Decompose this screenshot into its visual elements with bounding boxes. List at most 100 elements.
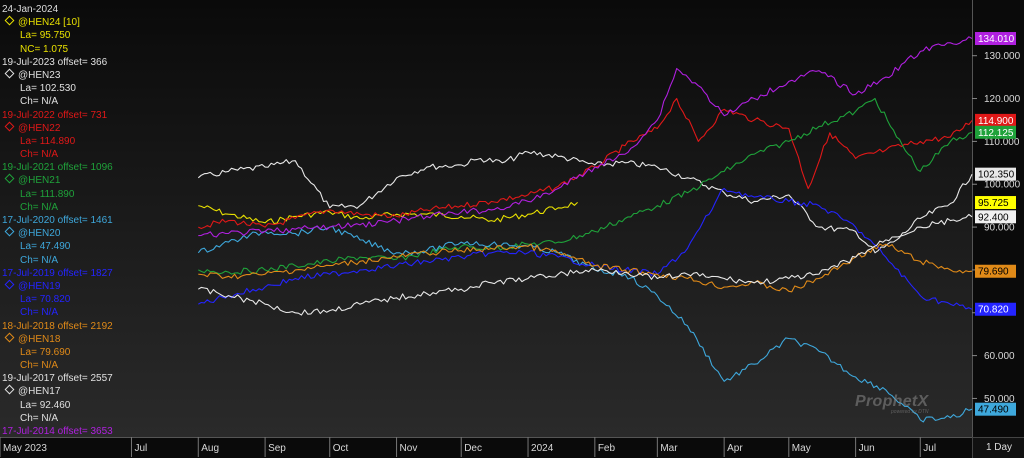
y-tick-label: 100.000 [984, 180, 1021, 191]
legend-label: @HEN24 [10] [18, 17, 80, 29]
legend-label: Ch= N/A [20, 412, 59, 424]
legend-entry[interactable]: @HEN18 [2, 332, 158, 346]
legend-entry[interactable]: @HEN19 [2, 279, 158, 293]
x-tick-label: May 2023 [3, 443, 47, 454]
legend-label: Ch= N/A [20, 360, 59, 372]
legend-entry: Ch= N/A [2, 412, 158, 425]
x-tick-label: Sep [268, 443, 286, 454]
legend-entry[interactable]: @HEN20 [2, 226, 158, 240]
badge-value: 95.725 [978, 198, 1009, 209]
series-line[interactable] [198, 187, 973, 310]
legend-label: @HEN17 [18, 386, 61, 398]
series-line[interactable] [198, 243, 973, 293]
legend-entry: La= 114.890 [2, 135, 158, 148]
legend-entry[interactable]: @HEN17 [2, 384, 158, 398]
legend-label: La= 79.690 [20, 346, 71, 358]
legend-label: @HEN22 [18, 122, 61, 134]
logo-tagline: powered by DTN [891, 409, 929, 415]
last-value-badge: 114.900 [975, 113, 1016, 127]
legend-label: 17-Jul-2020 offset= 1461 [2, 215, 113, 226]
legend-date: 24-Jan-2024 [2, 4, 59, 15]
x-tick-label: Feb [598, 443, 616, 454]
x-tick-label: Jul [923, 443, 936, 454]
legend-label: 17-Jul-2014 offset= 3653 [2, 426, 113, 437]
legend-entry: 17-Jul-2014 offset= 3653 [2, 425, 158, 438]
badge-bg [975, 402, 1016, 416]
x-tick-label: Jun [859, 443, 875, 454]
series-line[interactable] [197, 225, 973, 423]
legend-label: @HEN18 [18, 333, 61, 345]
badge-bg [975, 32, 1016, 46]
legend-entry: La= 92.460 [2, 399, 158, 412]
legend-label: NC= 1.075 [20, 43, 69, 55]
badge-bg [975, 264, 1016, 278]
x-tick-label: Aug [201, 443, 219, 454]
diamond-icon [4, 15, 15, 26]
legend-entry: Ch= N/A [2, 306, 158, 319]
x-tick-label: Oct [333, 443, 349, 454]
legend-entry[interactable]: @HEN23 [2, 68, 158, 82]
diamond-icon [4, 332, 15, 343]
legend-entry: Ch= N/A [2, 201, 158, 214]
legend-entry[interactable]: @HEN21 [2, 173, 158, 187]
diamond-icon [4, 384, 15, 395]
legend-entry[interactable]: @HEN24 [10] [2, 15, 158, 29]
logo-brand: ProphetX [855, 393, 929, 410]
y-tick-label: 60.000 [984, 351, 1015, 362]
series-line[interactable] [198, 97, 973, 230]
diamond-icon [4, 173, 15, 184]
legend-label: La= 114.890 [20, 135, 76, 147]
x-tick-label: Dec [464, 443, 482, 454]
last-value-badge: 95.725 [975, 196, 1016, 210]
legend-label: @HEN19 [18, 280, 61, 292]
badge-value: 114.900 [978, 116, 1014, 127]
y-tick-label: 110.000 [984, 137, 1020, 148]
legend-label: La= 70.820 [20, 294, 71, 306]
legend-entry: 19-Jul-2021 offset= 1096 [2, 161, 158, 174]
x-tick-label: Nov [400, 443, 418, 454]
legend-entry: 17-Jul-2019 offset= 1827 [2, 267, 158, 280]
series-line[interactable] [198, 201, 578, 225]
last-value-badge: 47.490 [975, 402, 1016, 416]
last-value-badge: 79.690 [975, 264, 1016, 278]
last-value-badge: 134.010 [975, 32, 1016, 46]
badge-bg [975, 125, 1016, 139]
legend-label: @HEN23 [18, 69, 61, 81]
legend-panel: 24-Jan-2024 @HEN24 [10] La= 95.750 NC= 1.0… [2, 3, 158, 438]
x-tick-label: May [792, 443, 811, 454]
legend-label: La= 47.490 [20, 241, 71, 253]
badge-value: 112.125 [978, 128, 1014, 139]
diamond-icon [4, 121, 15, 132]
series-line[interactable] [198, 213, 973, 316]
badge-bg [975, 302, 1016, 316]
legend-label: Ch= N/A [20, 96, 59, 108]
legend-label: Ch= N/A [20, 307, 59, 319]
badge-bg [975, 196, 1016, 210]
y-tick-label: 90.000 [984, 223, 1015, 234]
last-value-badge: 102.350 [975, 167, 1016, 181]
legend-entry: La= 47.490 [2, 240, 158, 253]
series-line[interactable] [198, 36, 973, 238]
interval-button[interactable]: 1 Day [972, 437, 1024, 458]
legend-label: Ch= N/A [20, 149, 59, 161]
legend-label: La= 92.460 [20, 399, 71, 411]
legend-label: Ch= N/A [20, 201, 59, 213]
legend-entry: Ch= N/A [2, 95, 158, 108]
plot-area[interactable] [0, 0, 972, 437]
legend-entry: 19-Jul-2017 offset= 2557 [2, 372, 158, 385]
badge-value: 134.010 [978, 34, 1015, 45]
legend-entry[interactable]: @HEN22 [2, 121, 158, 135]
legend-label: La= 102.530 [20, 83, 76, 95]
legend-entry: La= 79.690 [2, 346, 158, 359]
legend-label: 19-Jul-2017 offset= 2557 [2, 373, 113, 385]
legend-entry: Ch= N/A [2, 359, 158, 372]
x-tick-label: Apr [727, 443, 743, 454]
legend-label: @HEN21 [18, 175, 61, 187]
legend-entry: La= 70.820 [2, 293, 158, 306]
x-tick-label: Jul [134, 443, 147, 454]
badge-bg [975, 210, 1016, 224]
series-line[interactable] [197, 150, 973, 254]
legend-label: @HEN20 [18, 228, 61, 240]
legend-label: 19-Jul-2022 offset= 731 [2, 109, 108, 121]
series-line[interactable] [198, 97, 973, 275]
